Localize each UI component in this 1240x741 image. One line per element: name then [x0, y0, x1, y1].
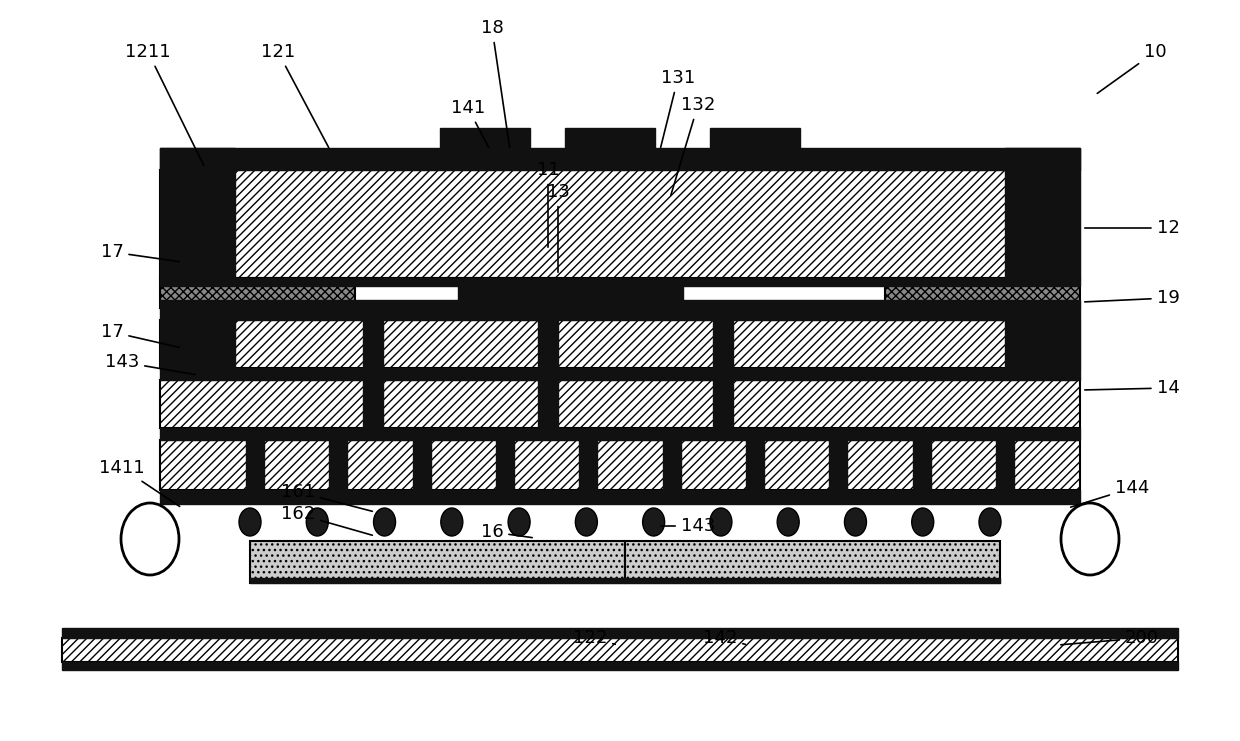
Bar	[160, 300, 1080, 308]
Bar	[160, 320, 1080, 368]
Bar	[538, 320, 558, 368]
Bar	[458, 286, 683, 314]
Ellipse shape	[777, 508, 800, 536]
Bar	[160, 490, 1080, 504]
Text: 143: 143	[661, 517, 715, 535]
Bar	[363, 320, 383, 368]
Bar	[885, 278, 1080, 308]
Bar	[246, 440, 264, 490]
Text: 1211: 1211	[125, 43, 203, 165]
Text: 13: 13	[547, 183, 569, 272]
Bar	[996, 440, 1014, 490]
Text: 144: 144	[1070, 479, 1149, 507]
Bar	[160, 148, 236, 278]
Bar	[160, 308, 1080, 320]
Bar	[160, 368, 1080, 380]
Ellipse shape	[844, 508, 867, 536]
Bar	[711, 128, 800, 148]
Bar	[160, 278, 1080, 286]
Bar	[355, 278, 556, 308]
Text: 131: 131	[661, 69, 696, 147]
Bar	[250, 541, 625, 583]
Bar	[62, 662, 1178, 670]
Bar	[1004, 320, 1080, 368]
Ellipse shape	[508, 508, 529, 536]
Bar	[830, 440, 847, 490]
Ellipse shape	[1061, 503, 1118, 575]
Text: 142: 142	[703, 629, 745, 647]
Text: 132: 132	[671, 96, 715, 196]
Ellipse shape	[642, 508, 665, 536]
Ellipse shape	[911, 508, 934, 536]
Text: 161: 161	[281, 483, 372, 511]
Bar	[160, 440, 1080, 490]
Bar	[1004, 148, 1080, 278]
Bar	[160, 428, 1080, 440]
Text: 19: 19	[1085, 289, 1179, 307]
Text: 122: 122	[573, 629, 615, 647]
Ellipse shape	[239, 508, 260, 536]
Text: 16: 16	[481, 523, 532, 541]
Text: 121: 121	[260, 43, 329, 147]
Ellipse shape	[980, 508, 1001, 536]
Bar	[250, 578, 999, 583]
Ellipse shape	[373, 508, 396, 536]
Bar	[913, 440, 931, 490]
Bar	[538, 380, 558, 428]
Bar	[160, 148, 1080, 170]
Text: 17: 17	[100, 323, 180, 348]
Bar	[579, 440, 598, 490]
Bar	[160, 278, 355, 308]
Bar	[413, 440, 430, 490]
Bar	[713, 320, 733, 368]
Text: 10: 10	[1097, 43, 1167, 93]
Bar	[662, 440, 681, 490]
Text: 141: 141	[451, 99, 489, 147]
Text: 1411: 1411	[99, 459, 180, 506]
Ellipse shape	[711, 508, 732, 536]
Bar	[565, 128, 655, 148]
Text: 17: 17	[100, 243, 180, 262]
Bar	[496, 440, 515, 490]
Bar	[625, 541, 999, 583]
Text: 12: 12	[1085, 219, 1179, 237]
Bar	[363, 380, 383, 428]
Ellipse shape	[575, 508, 598, 536]
Bar	[160, 170, 1080, 278]
Bar	[713, 380, 733, 428]
Bar	[62, 638, 1178, 662]
Text: 143: 143	[105, 353, 195, 374]
Bar	[160, 320, 236, 368]
Bar	[746, 440, 764, 490]
Bar	[440, 128, 529, 148]
Text: 11: 11	[537, 161, 559, 247]
Bar	[330, 440, 347, 490]
Text: 162: 162	[281, 505, 372, 535]
Ellipse shape	[122, 503, 179, 575]
Ellipse shape	[440, 508, 463, 536]
Bar	[160, 380, 1080, 428]
Text: 14: 14	[1085, 379, 1179, 397]
Text: 200: 200	[1060, 629, 1159, 647]
Ellipse shape	[306, 508, 329, 536]
Bar	[62, 628, 1178, 638]
Text: 18: 18	[481, 19, 510, 147]
